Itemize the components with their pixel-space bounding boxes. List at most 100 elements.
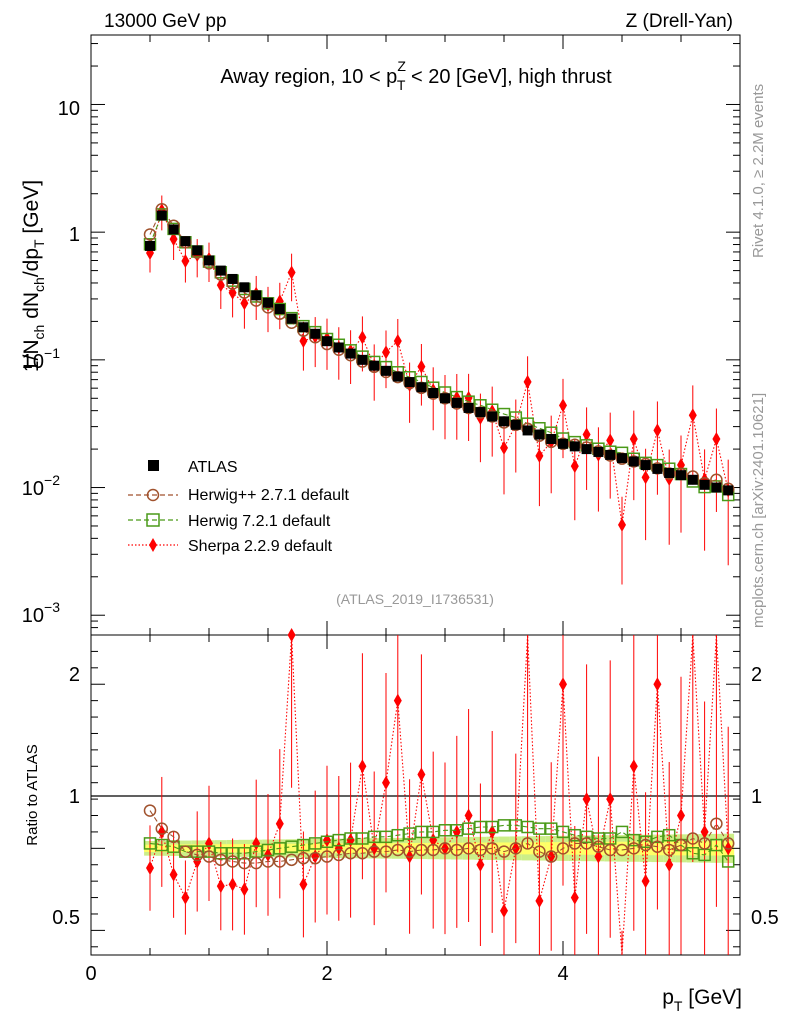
legend-marker-herwig7 [146, 513, 160, 527]
atlas-point [440, 393, 450, 404]
y-axis-title: 1/Nch dNch/dpT [GeV] [20, 180, 47, 372]
sherpa-ratio-point [653, 677, 662, 692]
sherpa-ratio-point [382, 775, 390, 790]
atlas-point [298, 322, 309, 333]
herwigpp-point [485, 410, 499, 423]
sherpa-ratio-point [629, 759, 638, 774]
sherpa-point [299, 334, 308, 349]
atlas-point [605, 449, 616, 460]
sherpa-ratio-point [157, 824, 166, 839]
herwig7-ratio-point [497, 819, 511, 832]
herwigpp-ratio-point [485, 842, 499, 855]
herwig7-ratio-point [320, 835, 334, 849]
band-inner-bin [285, 843, 298, 853]
sherpa-ratio-point [606, 792, 615, 807]
sherpa-ratio-point [511, 841, 520, 856]
sherpa-ratio-point [358, 759, 367, 774]
ratio-plot-frame [90, 634, 741, 956]
herwigpp-ratio-point [721, 837, 735, 850]
sherpa-point [618, 517, 626, 532]
sherpa-point [653, 423, 662, 438]
sherpa-ratio-point [547, 849, 556, 864]
atlas-point [322, 336, 332, 347]
legend-label-herwigpp: Herwig++ 2.7.1 default [188, 487, 350, 504]
mcplots-label: mcplots.cern.ch [arXiv:2401.10621] [750, 393, 767, 628]
herwigpp-ratio-point [403, 845, 416, 858]
herwig7-ratio-point [344, 832, 357, 845]
sherpa-ratio-point [594, 849, 603, 864]
herwigpp-ratio-point [344, 847, 357, 860]
sherpa-ratio-point [216, 879, 225, 894]
legend-label-herwig7: Herwig 7.2.1 default [188, 513, 331, 530]
atlas-point [558, 438, 568, 449]
herwigpp-ratio-point [533, 845, 546, 858]
herwigpp-ratio-point [438, 842, 452, 855]
atlas-point [676, 470, 686, 481]
herwig7-ratio-point [403, 827, 416, 840]
atlas-point [156, 210, 167, 221]
atlas-point [168, 224, 179, 235]
herwigpp-point [627, 455, 641, 468]
atlas-point [687, 474, 698, 485]
herwig7-ratio-point [273, 842, 287, 855]
header-energy: 13000 GeV pp [104, 11, 227, 32]
herwigpp-ratio-point [639, 838, 652, 852]
herwigpp-ratio-point [521, 837, 534, 850]
sherpa-ratio-point [393, 693, 402, 708]
herwigpp-point [438, 392, 452, 405]
herwigpp-ratio-point [580, 837, 593, 850]
atlas-point [628, 456, 639, 467]
band-inner-bin [498, 842, 510, 855]
ytick-label-1e-2: 10−2 [22, 472, 60, 500]
atlas-point [239, 282, 250, 293]
herwigpp-line-ratio [149, 810, 729, 864]
herwigpp-ratio-point [450, 843, 464, 857]
sherpa-point [393, 333, 402, 348]
herwigpp-ratio-point [273, 855, 287, 868]
atlas-point [617, 453, 627, 464]
atlas-point [463, 402, 474, 413]
atlas-point [180, 236, 191, 247]
atlas-point [499, 416, 509, 427]
legend-label-sherpa: Sherpa 2.2.9 default [188, 538, 333, 555]
herwigpp-ratio-point [544, 850, 558, 863]
sherpa-ratio-point [559, 677, 567, 692]
herwig7-ratio-point [639, 835, 652, 849]
sherpa-point [500, 440, 508, 455]
sherpa-ratio-point [417, 767, 426, 782]
atlas-point [215, 265, 226, 276]
sherpa-ratio-point [665, 857, 674, 872]
herwig7-ratio-point [226, 847, 239, 860]
ytick-label-1e-3: 10−3 [22, 599, 60, 627]
herwig7-ratio-point [533, 822, 546, 835]
atlas-point [381, 365, 391, 376]
atlas-point [664, 467, 675, 478]
herwig7-ratio-point [332, 833, 346, 847]
herwigpp-ratio-point [627, 842, 641, 855]
sherpa-point [570, 459, 579, 474]
herwig7-ratio-point [710, 838, 723, 852]
herwig7-ratio-point [391, 828, 405, 842]
ratio-y-axis-title: Ratio to ATLAS [24, 744, 41, 845]
rivet-label: Rivet 4.1.0, ≥ 2.2M events [750, 84, 767, 258]
atlas-point [581, 444, 592, 455]
herwigpp-ratio-point [332, 848, 346, 862]
sherpa-ratio-point [535, 893, 544, 908]
atlas-point [274, 304, 285, 315]
legend-marker-sherpa [149, 538, 157, 552]
herwig7-ratio-point [568, 828, 582, 842]
atlas-point [640, 460, 651, 471]
herwig7-ratio-point [450, 824, 464, 837]
herwig7-ratio-point [202, 845, 216, 858]
sherpa-ratio-point [570, 890, 579, 905]
herwig7-ratio-point [167, 840, 180, 853]
atlas-point [428, 387, 439, 398]
herwigpp-point [462, 401, 475, 415]
band-inner-bin [179, 844, 192, 853]
herwig7-ratio-point [308, 837, 322, 850]
atlas-point [723, 485, 734, 496]
atlas-point [286, 313, 297, 324]
atlas-point [522, 425, 533, 436]
atlas-point [369, 360, 380, 371]
sherpa-ratio-point [240, 882, 249, 897]
